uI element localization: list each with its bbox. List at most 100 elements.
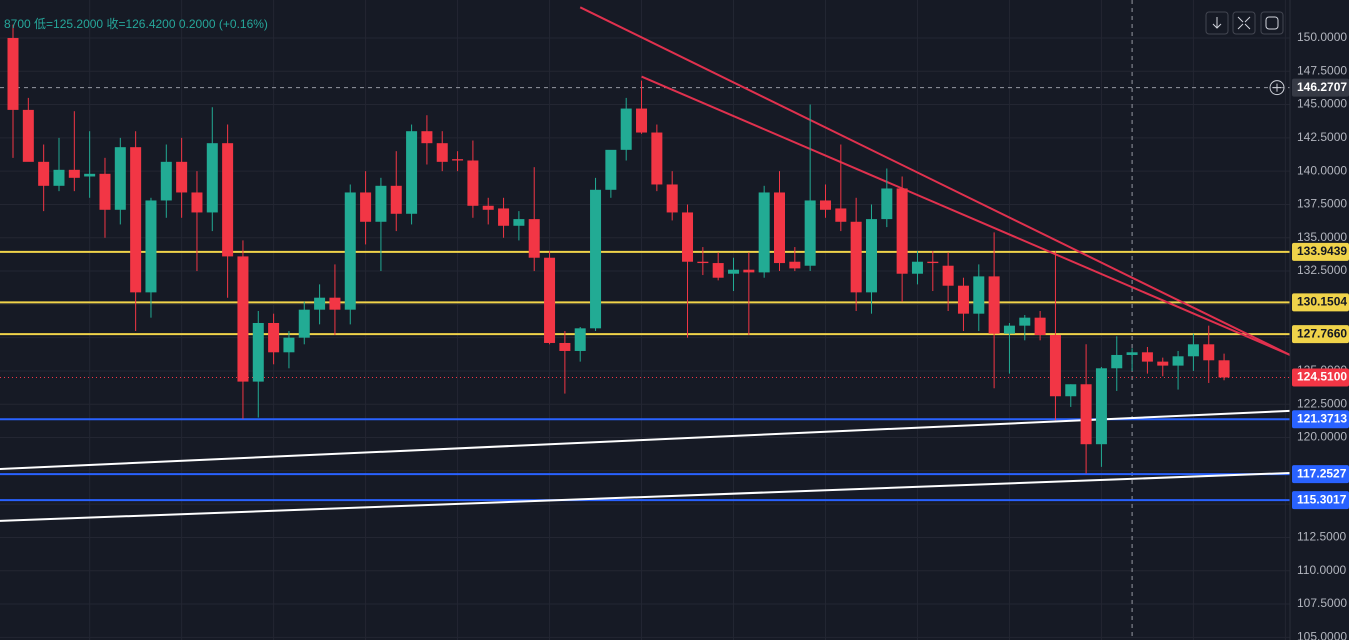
candle-body — [682, 212, 694, 262]
candle-body — [590, 189, 602, 329]
candle-body — [743, 269, 755, 273]
candle-body — [375, 185, 387, 222]
crosshair-plus — [1269, 80, 1285, 96]
candle-body — [620, 108, 632, 150]
trendline — [579, 6, 1291, 356]
button[interactable] — [1260, 11, 1284, 35]
candle-body — [774, 192, 785, 264]
candle-body — [160, 161, 172, 201]
candle-body — [1065, 384, 1077, 397]
candle-body — [605, 149, 617, 190]
price-tag-label: 117.2527 — [1297, 466, 1347, 480]
y-tick-label: 147.5000 — [1297, 63, 1347, 77]
candle-body — [927, 261, 939, 264]
price-tag — [1292, 325, 1349, 344]
candle-body — [38, 161, 50, 186]
candle-body — [191, 192, 203, 213]
candle-body — [651, 132, 663, 185]
price-tag — [1292, 78, 1349, 97]
plot — [0, 0, 1291, 640]
candle-body — [865, 219, 877, 293]
candle-body — [1218, 360, 1230, 378]
candle-body — [314, 297, 326, 310]
toolbar[interactable] — [1205, 11, 1284, 35]
candle-body — [84, 173, 96, 177]
crosshair-plus-icon — [1273, 83, 1281, 92]
candle-body — [68, 169, 80, 178]
candle-body — [896, 188, 908, 274]
candle-body — [574, 328, 586, 351]
y-tick-label: 112.5000 — [1297, 530, 1346, 544]
candle-body — [283, 337, 295, 353]
candle-body — [559, 342, 571, 351]
candle-body — [697, 261, 709, 264]
price-tag-label: 146.2707 — [1297, 80, 1347, 94]
candle-body — [528, 219, 540, 258]
candle-body — [881, 188, 893, 220]
candle-body — [728, 269, 740, 274]
price-tag-label: 130.1504 — [1297, 295, 1347, 309]
candle-body — [1126, 352, 1138, 355]
candle-body — [7, 37, 19, 110]
candle-body — [406, 131, 418, 214]
candle-body — [544, 257, 556, 343]
candle-body — [1187, 344, 1199, 357]
candle-body — [636, 108, 648, 133]
button[interactable] — [1232, 11, 1256, 35]
y-tick-label: 135.0000 — [1297, 230, 1347, 244]
candle-body — [498, 208, 510, 226]
y-tick-label: 145.0000 — [1297, 97, 1347, 111]
candle-body — [421, 131, 433, 144]
candle-body — [789, 261, 801, 269]
candle-body — [22, 109, 34, 162]
icon-reset — [1265, 16, 1279, 30]
icon-collapse — [1237, 16, 1251, 30]
trendline — [0, 471, 1291, 522]
candle-body — [145, 200, 157, 293]
header-item: 8700 — [4, 17, 31, 31]
candle-body — [1172, 356, 1184, 366]
candle-body — [1095, 368, 1107, 445]
y-tick-label: 105.0000 — [1297, 630, 1347, 640]
price-tag-label: 121.3713 — [1297, 411, 1347, 425]
candle-body — [114, 147, 126, 210]
y-tick-label: 132.5000 — [1297, 263, 1347, 277]
candle-body — [298, 309, 310, 338]
y-tick-label: 150.0000 — [1297, 30, 1347, 44]
candle-body — [850, 221, 862, 293]
price-tag — [1292, 293, 1349, 312]
candle-body — [467, 160, 479, 206]
candle-body — [758, 192, 770, 273]
price-tag — [1292, 242, 1349, 261]
candle-body — [329, 297, 341, 310]
header: 8700 低=125.2000 收=126.4200 0.2000 (+0.16… — [4, 17, 268, 31]
candle-body — [1049, 334, 1061, 397]
header-item: 0.2000 (+0.16%) — [179, 17, 268, 31]
candle-body — [252, 322, 264, 382]
header-item: 低=125.2000 — [34, 17, 103, 31]
candle-body — [206, 143, 218, 213]
y-tick-label: 140.0000 — [1297, 163, 1347, 177]
candle-body — [53, 169, 65, 186]
price-tag-label: 115.3017 — [1297, 492, 1347, 506]
header-item: 收=126.4200 — [106, 17, 175, 31]
candle-body — [237, 256, 249, 382]
candle-body — [268, 322, 280, 353]
candle-body — [452, 159, 464, 161]
candle-body — [1019, 317, 1031, 326]
price-tag-label: 133.9439 — [1297, 244, 1347, 258]
candle-body — [1203, 344, 1215, 361]
candle-body — [819, 200, 831, 210]
price-tag — [1292, 491, 1349, 510]
candle-body — [942, 265, 954, 286]
price-tag — [1292, 368, 1349, 387]
price-tag — [1292, 465, 1349, 484]
candle-body — [344, 192, 356, 310]
price-tag — [1292, 410, 1349, 429]
y-tick-label: 122.5000 — [1297, 396, 1347, 410]
candle-body — [130, 147, 142, 293]
candle-body — [1141, 352, 1153, 362]
candle-body — [482, 205, 494, 210]
